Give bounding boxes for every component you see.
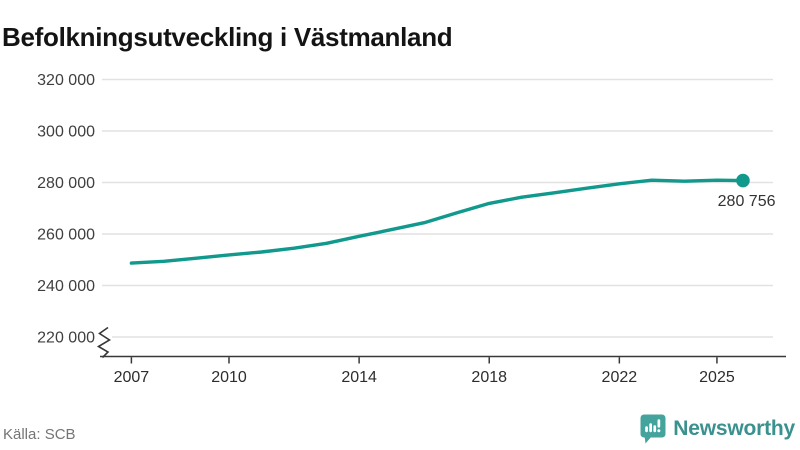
x-axis-label: 2014	[341, 369, 377, 386]
x-axis-label: 2025	[699, 369, 735, 386]
last-value-label: 280 756	[718, 193, 776, 210]
newsworthy-wordmark: Newsworthy	[673, 417, 795, 440]
logo-exclamation-dot	[657, 429, 661, 433]
chart-title: Befolkningsutveckling i Västmanland	[2, 22, 453, 53]
x-axis-label: 2010	[211, 369, 247, 386]
y-axis-label: 280 000	[37, 175, 95, 192]
population-line	[129, 178, 745, 265]
source-note: Källa: SCB	[3, 426, 76, 443]
y-axis-label: 260 000	[37, 227, 95, 244]
newsworthy-logo-icon	[640, 414, 666, 444]
newsworthy-brand[interactable]: Newsworthy	[640, 414, 795, 444]
last-point-dot	[736, 173, 750, 188]
y-axis-label: 240 000	[37, 278, 95, 295]
logo-bubble-tail	[644, 436, 653, 444]
logo-bar-1	[645, 426, 649, 433]
y-axis-label: 220 000	[37, 330, 95, 347]
x-axis-label: 2007	[114, 369, 150, 386]
axis-break-zigzag	[96, 326, 112, 359]
y-axis-label: 300 000	[37, 124, 95, 141]
y-axis-label: 320 000	[37, 72, 95, 89]
logo-exclamation-stem	[657, 419, 661, 428]
x-axis-label: 2022	[602, 369, 638, 386]
logo-bar-2	[649, 423, 653, 433]
x-axis-label: 2018	[471, 369, 507, 386]
logo-bubble	[640, 414, 666, 438]
logo-bar-3	[653, 425, 657, 433]
